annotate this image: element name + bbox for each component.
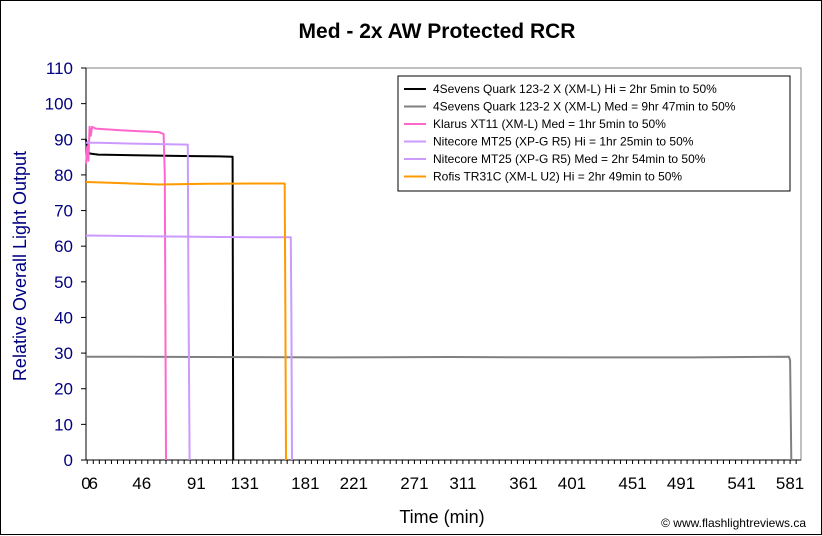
credit-text: © www.flashlightreviews.ca [661,516,806,530]
y-tick-label: 90 [54,130,73,149]
x-tick-label: 311 [449,474,476,493]
chart-title: Med - 2x AW Protected RCR [299,20,576,43]
series-line-5 [85,234,293,461]
x-tick-label: 451 [618,474,646,493]
legend-entry: Nitecore MT25 (XP-G R5) Hi = 1hr 25min t… [433,135,694,149]
legend: 4Sevens Quark 123-2 X (XM-L) Hi = 2hr 5m… [397,75,791,192]
legend-box [397,75,791,192]
y-tick-label: 50 [54,273,73,292]
x-tick-label: 221 [340,474,368,493]
y-tick-label: 100 [45,95,73,114]
legend-entry: Klarus XT11 (XM-L) Med = 1hr 5min to 50% [433,117,666,131]
x-tick-label: 581 [776,474,804,493]
x-axis: 06 46 91 131 181 221 271 311 361 401 451 491 541 581 [81,459,804,493]
series-line-3 [85,125,167,461]
x-tick-label: 46 [132,474,151,493]
y-tick-label: 110 [46,59,73,78]
x-tick-label: 131 [231,474,259,493]
y-tick-label: 60 [54,237,73,256]
y-tick-label: 40 [54,308,73,327]
y-tick-label: 10 [54,415,73,434]
x-tick-label: 181 [291,474,319,493]
legend-entry: 4Sevens Quark 123-2 X (XM-L) Hi = 2hr 5m… [433,82,717,96]
y-tick-label: 0 [64,451,73,470]
x-tick-label: 401 [558,474,586,493]
y-tick-label: 70 [54,202,73,221]
x-tick-label: 491 [667,474,695,493]
x-tick-label: 361 [509,474,537,493]
legend-entry: 4Sevens Quark 123-2 X (XM-L) Med = 9hr 4… [433,100,736,114]
y-tick-label: 80 [54,166,73,185]
y-tick-label: 30 [54,344,73,363]
y-tick-label: 20 [54,380,73,399]
legend-entry: Nitecore MT25 (XP-G R5) Med = 2hr 54min … [433,152,706,166]
y-axis: 0 10 20 30 40 50 60 70 80 90 100 110 [45,59,87,470]
series-line-6 [85,181,287,461]
x-tick-label: 541 [727,474,755,493]
x-tick-label: 6 [89,474,98,493]
y-axis-label: Relative Overall Light Output [10,151,30,381]
x-axis-label: Time (min) [399,507,484,527]
x-tick-label: 91 [187,474,206,493]
legend-entry: Rofis TR31C (XM-L U2) Hi = 2hr 49min to … [433,170,682,184]
series-line-4 [86,141,191,461]
series-line-2 [85,355,793,461]
series-group [85,125,793,461]
x-tick-label: 0 [81,474,90,493]
x-tick-label: 271 [400,474,428,493]
